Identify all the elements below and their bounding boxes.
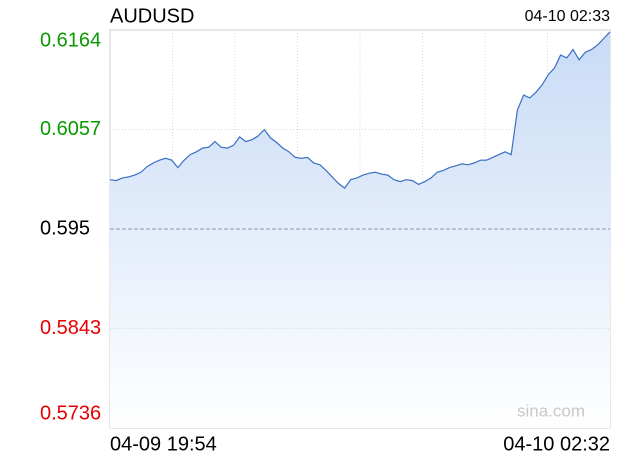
y-tick-label: 0.5736 [40, 402, 101, 424]
price-area [110, 31, 610, 429]
y-tick-label: 0.595 [40, 217, 90, 239]
x-tick-label: 04-10 02:32 [503, 433, 610, 455]
watermark: sina.com [517, 401, 585, 420]
y-tick-label: 0.5843 [40, 317, 101, 339]
chart-title: AUDUSD [110, 5, 194, 27]
x-tick-label: 04-09 19:54 [110, 433, 217, 455]
y-tick-label: 0.6164 [40, 29, 101, 51]
timestamp: 04-10 02:33 [525, 8, 611, 25]
price-line [109, 31, 611, 189]
y-tick-label: 0.6057 [40, 118, 101, 140]
